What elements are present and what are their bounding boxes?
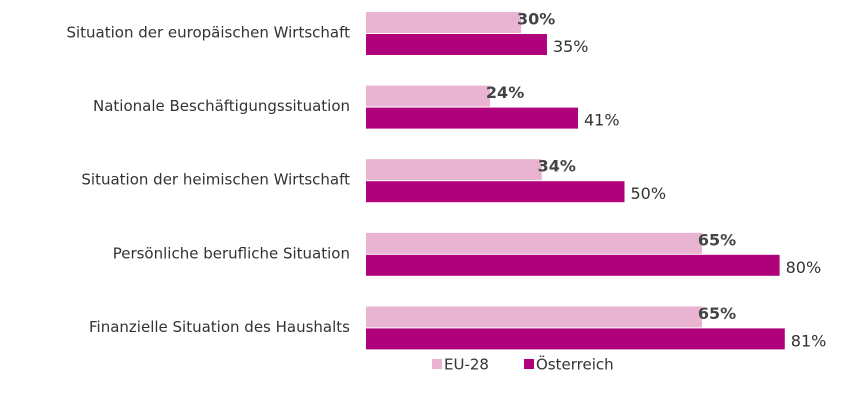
bar bbox=[366, 328, 785, 350]
data-label: 24% bbox=[486, 83, 524, 102]
bar bbox=[366, 181, 625, 203]
data-label: 65% bbox=[698, 230, 736, 249]
bar bbox=[366, 85, 491, 107]
legend-label: EU-28 bbox=[444, 356, 489, 374]
data-label: 34% bbox=[538, 157, 576, 176]
bar bbox=[366, 232, 703, 254]
data-label: 35% bbox=[553, 37, 589, 56]
category-label: Nationale Beschäftigungssituation bbox=[93, 97, 350, 115]
data-label: 65% bbox=[698, 304, 736, 323]
bar bbox=[366, 107, 578, 129]
data-label: 50% bbox=[631, 184, 667, 203]
legend-swatch bbox=[432, 359, 442, 369]
legend-swatch bbox=[524, 359, 534, 369]
bar bbox=[366, 34, 547, 55]
bar bbox=[366, 159, 542, 181]
bar bbox=[366, 12, 522, 33]
category-label: Persönliche berufliche Situation bbox=[113, 244, 350, 262]
category-label: Finanzielle Situation des Haushalts bbox=[89, 318, 350, 336]
data-label: 30% bbox=[517, 10, 555, 29]
data-label: 81% bbox=[791, 331, 827, 350]
bar bbox=[366, 306, 703, 328]
data-label: 41% bbox=[584, 111, 620, 130]
bar bbox=[366, 254, 780, 276]
category-label: Situation der europäischen Wirtschaft bbox=[66, 24, 350, 42]
category-label: Situation der heimischen Wirtschaft bbox=[81, 171, 350, 189]
data-label: 80% bbox=[786, 258, 822, 277]
legend-label: Österreich bbox=[536, 355, 614, 374]
